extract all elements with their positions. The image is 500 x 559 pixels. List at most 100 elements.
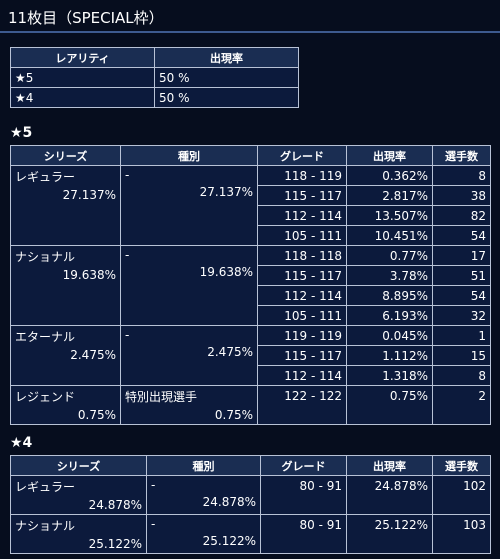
kind-cell: - 24.878% bbox=[146, 475, 261, 515]
page-title: 11枚目（SPECIAL枠） bbox=[0, 0, 500, 33]
star5-table: シリーズ 種別 グレード 出現率 選手数 レギュラー 27.137% - 27.… bbox=[10, 145, 491, 425]
series-name: ナショナル bbox=[15, 519, 76, 533]
rate-cell: 8.895% bbox=[346, 285, 433, 306]
rate-cell: 0.362% bbox=[346, 165, 433, 186]
kind-name: 特別出現選手 bbox=[125, 390, 198, 404]
rate-cell: 0.75% bbox=[346, 385, 433, 425]
grade-cell: 112 - 114 bbox=[257, 205, 347, 226]
series-name: レギュラー bbox=[15, 170, 76, 184]
table-row: 115 - 117 3.78% 51 bbox=[11, 265, 491, 286]
rate-cell: 25.122% bbox=[346, 514, 433, 554]
kind-cell: - 25.122% bbox=[146, 514, 261, 554]
column-header-players: 選手数 bbox=[432, 455, 491, 476]
kind-rate: 25.122% bbox=[202, 534, 256, 548]
table-row: レギュラー 27.137% - 27.137% 118 - 119 0.362%… bbox=[10, 165, 491, 246]
series-cell: エターナル 2.475% bbox=[10, 325, 121, 386]
series-rate: 19.638% bbox=[62, 268, 116, 282]
rate-cell: 2.817% bbox=[346, 185, 433, 206]
rate-cell: 13.507% bbox=[346, 205, 433, 226]
series-rate: 25.122% bbox=[88, 537, 142, 551]
kind-cell: - 27.137% bbox=[120, 165, 258, 246]
grade-cell: 105 - 111 bbox=[257, 225, 347, 246]
table-row: 115 - 117 2.817% 38 bbox=[11, 185, 491, 206]
grade-cell: 118 - 118 bbox=[257, 245, 347, 266]
kind-rate: 0.75% bbox=[214, 408, 253, 422]
kind-cell: - 2.475% bbox=[120, 325, 258, 386]
grade-cell: 80 - 91 bbox=[260, 475, 347, 515]
grade-cell: 80 - 91 bbox=[260, 514, 347, 554]
table-header-row: シリーズ 種別 グレード 出現率 選手数 bbox=[10, 145, 491, 166]
players-cell: 32 bbox=[432, 305, 491, 326]
players-cell: 8 bbox=[432, 165, 491, 186]
grade-cell: 122 - 122 bbox=[257, 385, 347, 425]
table-row: 115 - 117 1.112% 15 bbox=[11, 345, 491, 366]
grade-cell: 118 - 119 bbox=[257, 165, 347, 186]
column-header-kind: 種別 bbox=[146, 455, 261, 476]
column-header-rate: 出現率 bbox=[346, 145, 433, 166]
grade-cell: 112 - 114 bbox=[257, 285, 347, 306]
table-row: エターナル 2.475% - 2.475% 119 - 119 0.045% 1 bbox=[10, 325, 491, 386]
table-row: ナショナル 25.122% - 25.122% 80 - 91 25.122% … bbox=[10, 514, 491, 554]
kind-rate: 24.878% bbox=[202, 495, 256, 509]
rate-cell: 50 % bbox=[154, 87, 299, 108]
players-cell: 54 bbox=[432, 225, 491, 246]
column-header-kind: 種別 bbox=[120, 145, 258, 166]
grade-cell: 112 - 114 bbox=[257, 365, 347, 386]
rate-cell: 24.878% bbox=[346, 475, 433, 515]
table-row: 112 - 114 8.895% 54 bbox=[11, 285, 491, 306]
section-title-star4: ★4 bbox=[10, 435, 33, 451]
players-cell: 54 bbox=[432, 285, 491, 306]
section-title-star5: ★5 bbox=[10, 125, 33, 141]
grade-cell: 115 - 117 bbox=[257, 265, 347, 286]
kind-rate: 2.475% bbox=[207, 345, 253, 359]
players-cell: 103 bbox=[432, 514, 491, 554]
kind-rate: 19.638% bbox=[199, 265, 253, 279]
series-cell: レギュラー 24.878% bbox=[10, 475, 147, 515]
rate-cell: 3.78% bbox=[346, 265, 433, 286]
table-row: レギュラー 24.878% - 24.878% 80 - 91 24.878% … bbox=[10, 475, 491, 515]
table-row: レジェンド 0.75% 特別出現選手 0.75% 122 - 122 0.75%… bbox=[10, 385, 491, 425]
column-header-rate: 出現率 bbox=[346, 455, 433, 476]
rate-cell: 1.318% bbox=[346, 365, 433, 386]
rate-cell: 50 % bbox=[154, 67, 299, 88]
table-header-row: シリーズ 種別 グレード 出現率 選手数 bbox=[10, 455, 491, 476]
table-row: 112 - 114 1.318% 8 bbox=[11, 365, 491, 386]
column-header-series: シリーズ bbox=[10, 145, 121, 166]
column-header-rate: 出現率 bbox=[154, 47, 299, 68]
rate-cell: 1.112% bbox=[346, 345, 433, 366]
kind-cell: 特別出現選手 0.75% bbox=[120, 385, 258, 425]
column-header-grade: グレード bbox=[260, 455, 347, 476]
players-cell: 15 bbox=[432, 345, 491, 366]
series-rate: 2.475% bbox=[70, 348, 116, 362]
series-name: レジェンド bbox=[15, 390, 76, 404]
grade-cell: 119 - 119 bbox=[257, 325, 347, 346]
kind-cell: - 19.638% bbox=[120, 245, 258, 326]
grade-cell: 115 - 117 bbox=[257, 345, 347, 366]
kind-name: - bbox=[125, 328, 130, 342]
series-cell: レジェンド 0.75% bbox=[10, 385, 121, 425]
series-cell: レギュラー 27.137% bbox=[10, 165, 121, 246]
kind-name: - bbox=[151, 478, 156, 492]
players-cell: 2 bbox=[432, 385, 491, 425]
rate-cell: 10.451% bbox=[346, 225, 433, 246]
star4-table: シリーズ 種別 グレード 出現率 選手数 レギュラー 24.878% - 24.… bbox=[10, 455, 491, 554]
rarity-table: レアリティ 出現率 ★5 50 % ★4 50 % bbox=[10, 47, 299, 108]
players-cell: 38 bbox=[432, 185, 491, 206]
table-row: ★4 50 % bbox=[10, 87, 299, 108]
series-cell: ナショナル 19.638% bbox=[10, 245, 121, 326]
kind-name: - bbox=[125, 248, 130, 262]
rate-cell: 0.77% bbox=[346, 245, 433, 266]
column-header-rarity: レアリティ bbox=[10, 47, 155, 68]
rate-cell: 0.045% bbox=[346, 325, 433, 346]
players-cell: 51 bbox=[432, 265, 491, 286]
series-name: ナショナル bbox=[15, 250, 76, 264]
series-cell: ナショナル 25.122% bbox=[10, 514, 147, 554]
players-cell: 8 bbox=[432, 365, 491, 386]
table-header-row: レアリティ 出現率 bbox=[10, 47, 299, 68]
rarity-cell: ★4 bbox=[10, 87, 155, 108]
series-name: エターナル bbox=[15, 330, 76, 344]
kind-name: - bbox=[125, 168, 130, 182]
players-cell: 1 bbox=[432, 325, 491, 346]
series-rate: 27.137% bbox=[62, 188, 116, 202]
players-cell: 102 bbox=[432, 475, 491, 515]
